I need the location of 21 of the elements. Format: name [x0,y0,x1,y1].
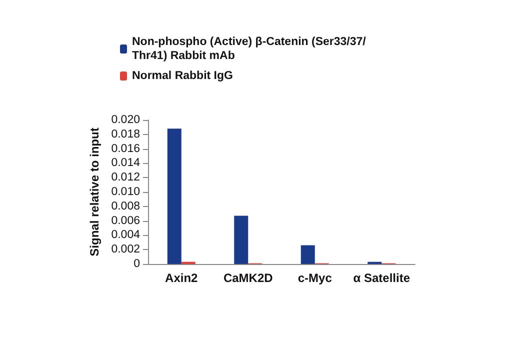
x-tick-label: Axin2 [165,271,198,285]
y-tick-label: 0 [134,258,140,270]
y-tick-label: 0.002 [111,244,140,256]
y-tick-label: 0.004 [111,229,141,242]
bar [300,245,315,264]
y-tick-label: 0.014 [111,157,141,170]
bar [234,216,248,264]
y-tick-label: 0.018 [111,128,140,140]
y-tick-label: 0.010 [111,186,140,198]
y-tick-label: 0.006 [111,214,140,227]
legend-label: Normal Rabbit IgG [132,70,234,82]
y-tick-label: 0.016 [111,142,140,155]
x-tick-label: α Satellite [353,271,410,285]
legend-label: Non-phospho (Active) β-Catenin (Ser33/37/Thr41) Rabbit mAb [132,36,367,62]
y-axis-title: Signal relative to input [87,128,102,256]
y-tick-label: 0.012 [111,172,140,184]
bar [167,128,182,264]
x-tick-label: c-Myc [298,271,332,285]
y-tick-label: 0.008 [111,200,140,212]
x-tick-label: CaMK2D [223,271,274,285]
y-tick-label: 0.020 [111,114,140,126]
